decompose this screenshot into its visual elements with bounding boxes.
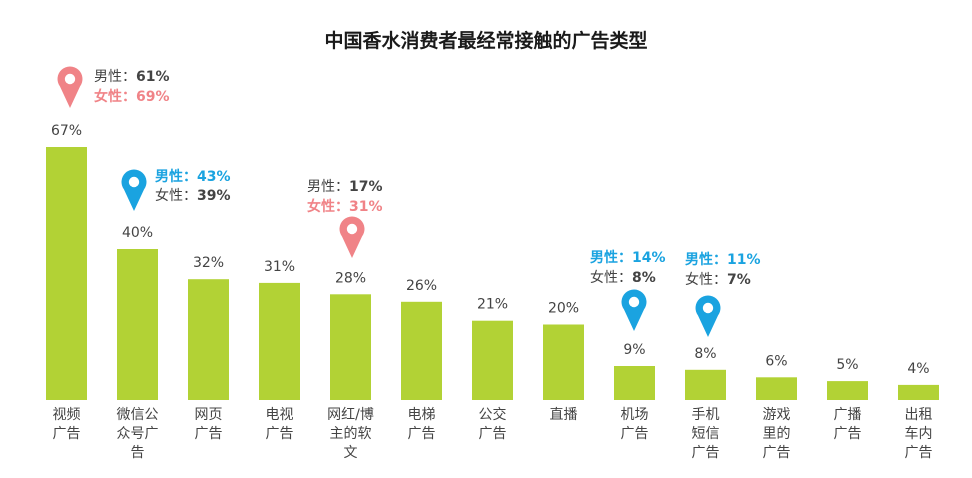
value-labels-group: 67% 40% 32% 31% 28% 26% 21% 20% 9% 8% 6% 5% 4%	[51, 123, 930, 377]
bars-group	[46, 147, 939, 400]
category-label: 网页	[195, 407, 223, 423]
category-label: 主的软	[330, 426, 372, 442]
value-label: 67%	[51, 123, 82, 139]
category-label: 广告	[479, 426, 507, 442]
category-label: 出租	[905, 407, 933, 423]
category-label: 机场	[621, 407, 649, 423]
category-label: 广告	[834, 426, 862, 442]
category-label: 手机	[692, 407, 720, 423]
value-label: 9%	[623, 342, 645, 358]
female-share-label: 女性：39%	[155, 187, 231, 204]
category-label: 视频	[53, 407, 81, 423]
category-label: 网红/博	[327, 406, 374, 423]
value-label: 40%	[122, 225, 153, 241]
bar	[543, 324, 584, 400]
bar	[330, 294, 371, 400]
category-label: 文	[344, 445, 358, 461]
bar	[188, 279, 229, 400]
category-label: 广告	[195, 426, 223, 442]
value-label: 20%	[548, 301, 579, 317]
category-label: 短信	[692, 426, 720, 442]
bar	[117, 249, 158, 400]
category-label: 直播	[550, 406, 578, 423]
female-share-label: 女性：31%	[307, 198, 383, 215]
category-label: 电梯	[408, 407, 436, 423]
category-label: 广播	[834, 407, 862, 423]
value-label: 28%	[335, 270, 366, 286]
category-label: 电视	[266, 407, 294, 423]
location-pin-icon	[621, 289, 647, 331]
category-label: 里的	[763, 426, 791, 442]
bar	[259, 282, 300, 400]
value-label: 8%	[694, 346, 716, 362]
category-label: 广告	[621, 426, 649, 442]
value-label: 32%	[193, 255, 224, 271]
location-pin-icon	[57, 66, 83, 108]
category-label: 微信公	[117, 407, 159, 423]
category-label: 游戏	[763, 407, 791, 423]
male-share-label: 男性：43%	[155, 168, 231, 185]
chart-title: 中国香水消费者最经常接触的广告类型	[324, 29, 647, 52]
bar	[756, 377, 797, 400]
value-label: 6%	[765, 353, 787, 369]
male-share-label: 男性：61%	[94, 69, 170, 85]
value-label: 4%	[907, 361, 929, 377]
male-share-label: 男性：11%	[685, 251, 761, 268]
male-share-label: 男性：17%	[307, 179, 383, 195]
category-label: 广告	[905, 445, 933, 461]
bar	[898, 384, 939, 400]
category-label: 广告	[408, 426, 436, 442]
male-share-label: 男性：14%	[590, 249, 666, 266]
value-label: 31%	[264, 259, 295, 275]
female-share-label: 女性：8%	[590, 269, 656, 286]
category-label: 广告	[763, 445, 791, 461]
value-label: 21%	[477, 297, 508, 313]
bar	[472, 320, 513, 400]
category-label: 告	[131, 445, 145, 461]
category-label: 广告	[266, 426, 294, 442]
value-label: 26%	[406, 278, 437, 294]
category-label: 公交	[479, 406, 507, 423]
location-pin-icon	[121, 169, 147, 211]
gender-annotations-group: 男性：61% 女性：69% 男性：43% 女性：39% 男性：17% 女性：31% 男性：1…	[57, 66, 761, 337]
category-label: 众号广	[117, 426, 159, 442]
value-label: 5%	[836, 357, 858, 373]
location-pin-icon	[339, 216, 365, 258]
category-label: 车内	[905, 425, 933, 442]
category-label: 广告	[692, 445, 720, 461]
bar	[614, 366, 655, 400]
female-share-label: 女性：7%	[685, 271, 751, 288]
bar	[685, 369, 726, 400]
bar	[46, 147, 87, 400]
bar	[827, 381, 868, 400]
bar	[401, 301, 442, 400]
location-pin-icon	[695, 295, 721, 337]
female-share-label: 女性：69%	[94, 88, 170, 105]
category-label: 广告	[53, 426, 81, 442]
